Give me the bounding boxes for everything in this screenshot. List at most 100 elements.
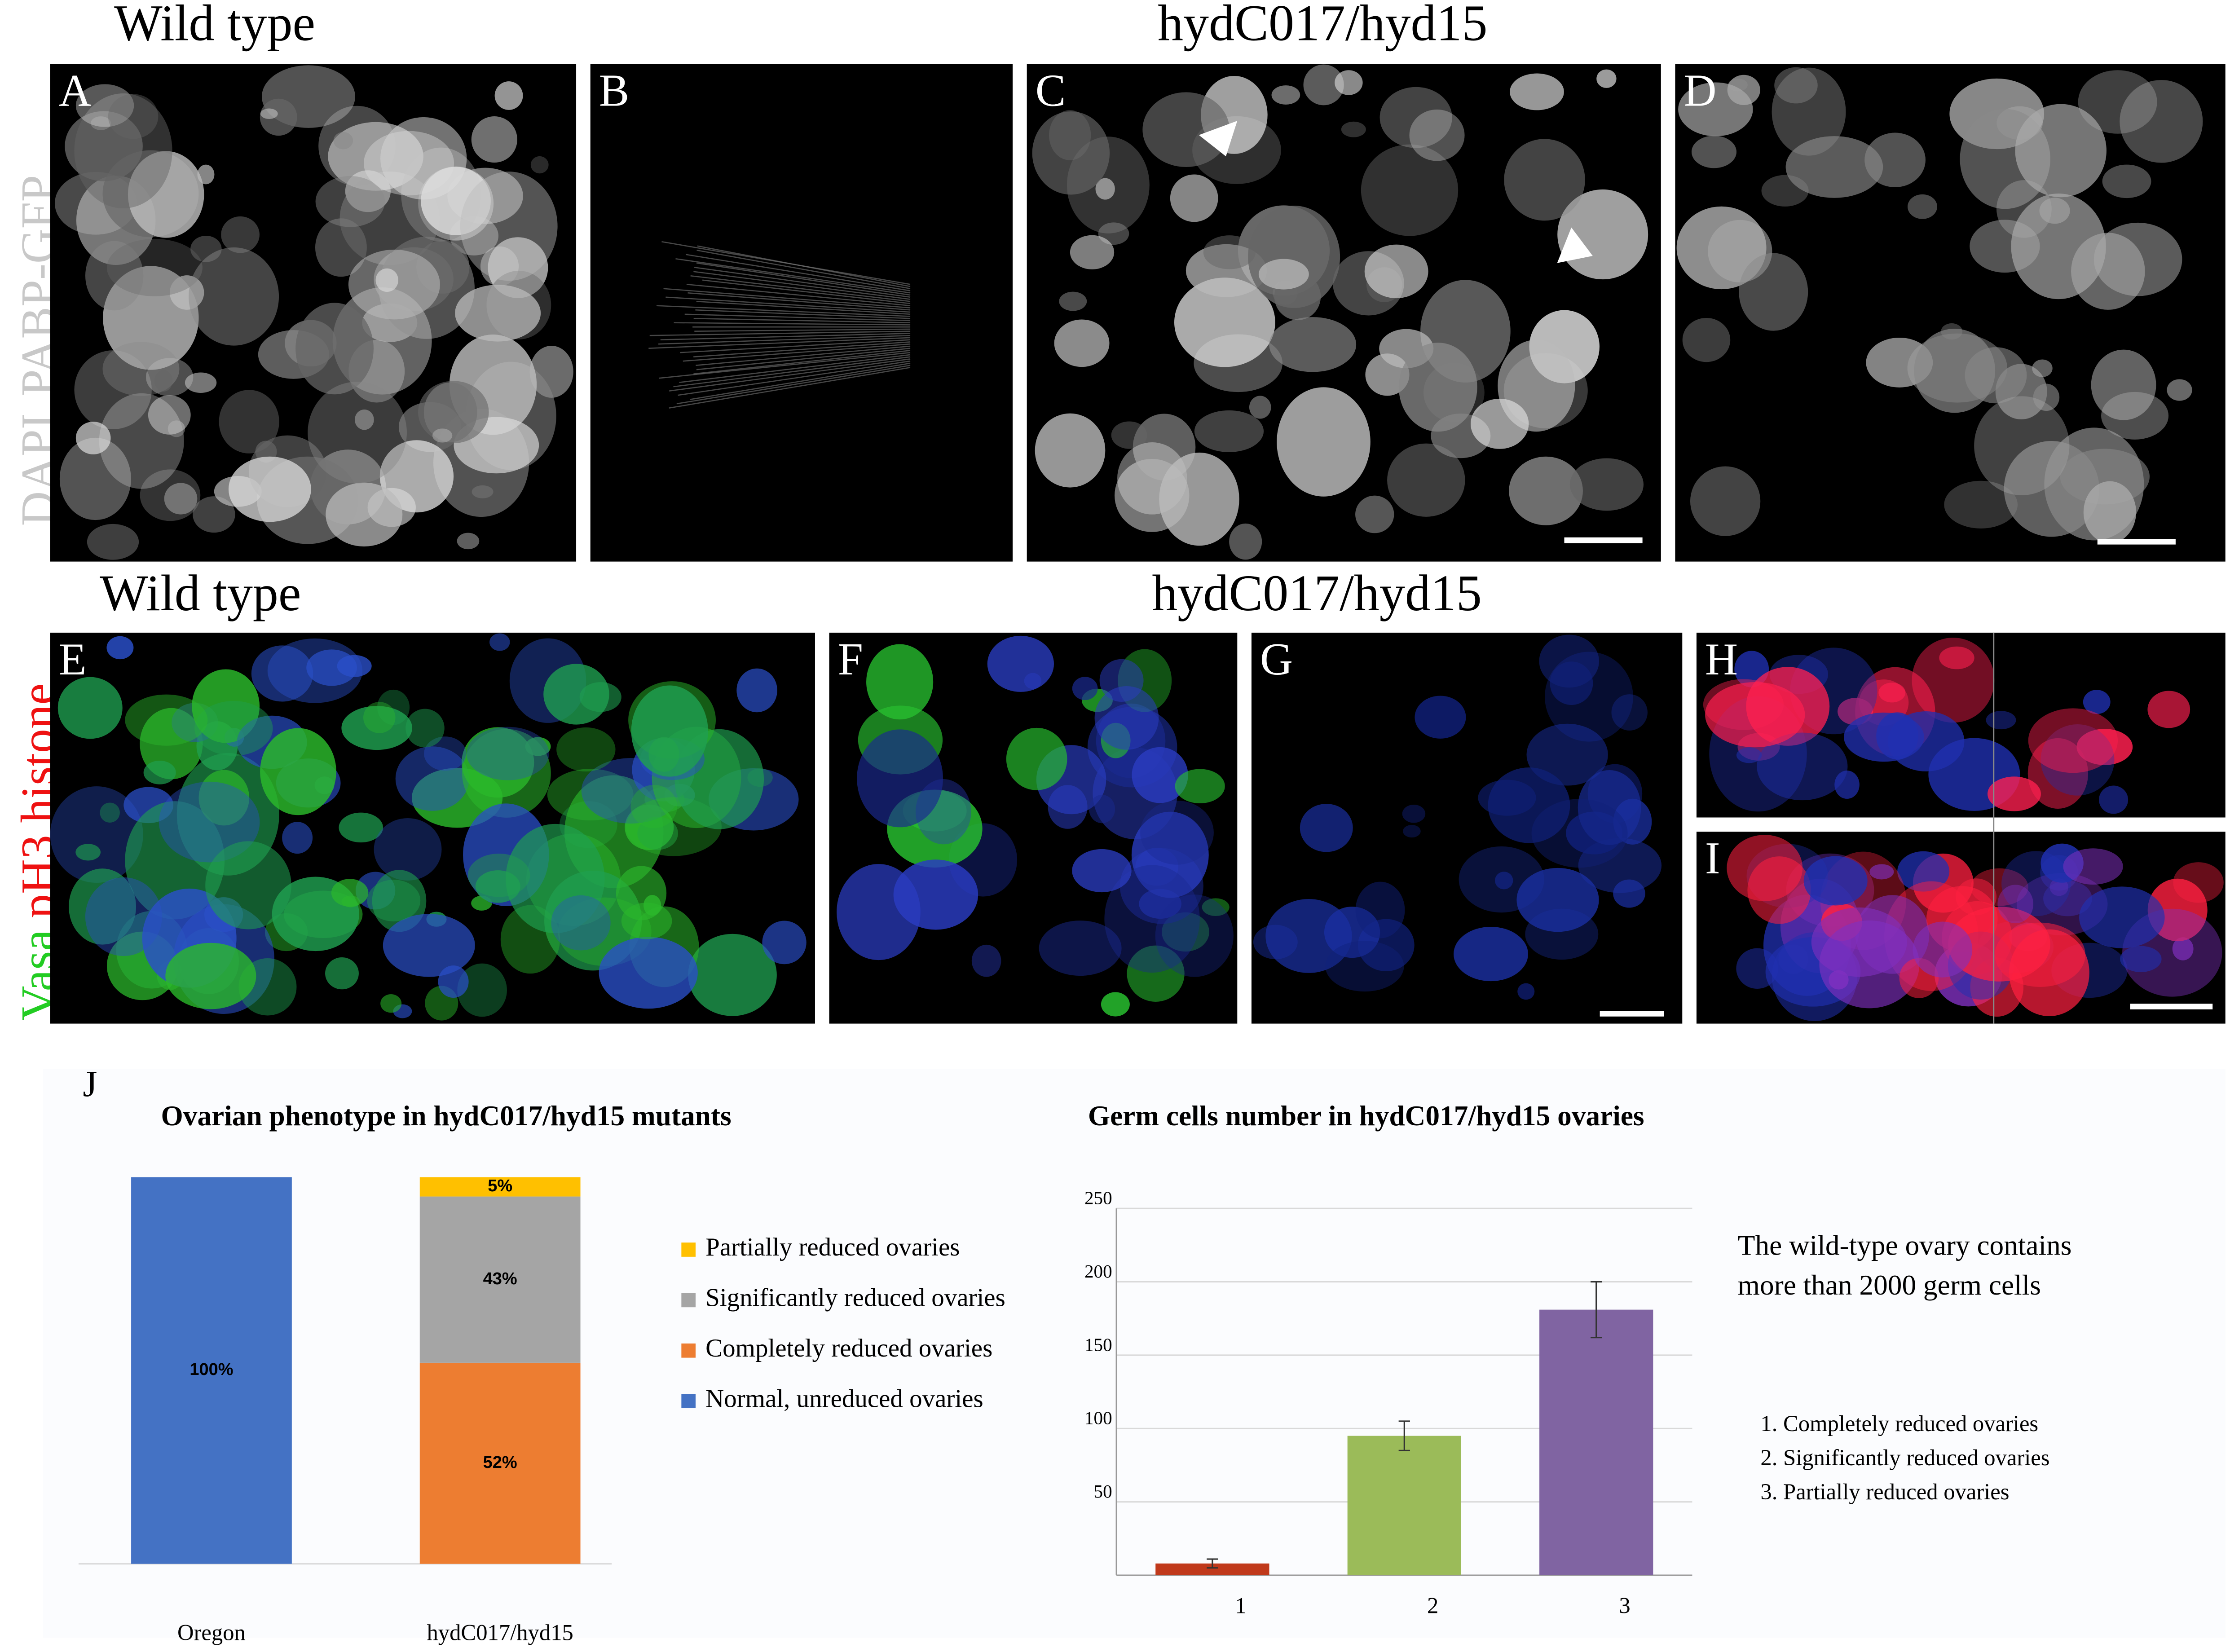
fiber — [669, 367, 911, 409]
cell — [1531, 799, 1628, 868]
micrographs: A B C D E F G H I — [50, 64, 2226, 1024]
cell — [857, 729, 943, 828]
cell — [167, 420, 185, 437]
header: Wild type — [100, 564, 301, 621]
header: hydC017/hyd15 — [1158, 0, 1488, 51]
fiber — [693, 271, 911, 300]
cell — [2011, 194, 2106, 300]
cell — [1914, 329, 1996, 413]
cell — [2009, 929, 2089, 1017]
cell — [1277, 387, 1371, 497]
fiber — [686, 283, 911, 306]
cell — [2079, 886, 2165, 948]
panel-letter: C — [1036, 65, 1066, 115]
cell — [987, 635, 1054, 692]
cell — [1409, 109, 1465, 161]
cell — [1944, 480, 2018, 529]
cell — [189, 247, 279, 346]
cell — [1039, 921, 1122, 976]
cell — [1099, 659, 1144, 702]
cell — [260, 98, 297, 136]
note: more than 2000 germ cells — [1738, 1269, 2041, 1301]
x-tick-label: 2 — [1427, 1593, 1438, 1618]
cell — [1869, 864, 1894, 880]
fiber — [690, 362, 911, 400]
cell — [125, 694, 208, 746]
cell — [1705, 682, 1805, 748]
bar — [1347, 1436, 1461, 1576]
fiber — [674, 322, 911, 326]
cell — [99, 393, 184, 489]
fiber — [696, 300, 911, 315]
cell — [631, 685, 708, 777]
cell — [530, 156, 549, 174]
cell — [1132, 747, 1188, 803]
fiber — [678, 360, 911, 396]
cell — [1454, 926, 1528, 982]
cell — [1736, 948, 1778, 989]
cell — [2083, 690, 2111, 714]
cell — [205, 841, 291, 930]
legend-swatch — [681, 1293, 696, 1308]
fiber — [696, 249, 911, 289]
cell — [1398, 343, 1477, 432]
cell — [2093, 222, 2182, 296]
cell — [2078, 70, 2157, 134]
cell — [194, 701, 273, 756]
cell — [480, 246, 519, 286]
key: 1. Completely reduced ovaries — [1760, 1411, 2038, 1436]
cell — [169, 275, 204, 310]
cell — [50, 786, 143, 883]
cell — [556, 727, 616, 772]
cell — [1094, 686, 1159, 750]
cell — [625, 804, 674, 850]
cell — [762, 921, 807, 965]
cell — [2063, 848, 2123, 885]
cell — [1258, 259, 1309, 290]
cell — [375, 268, 399, 292]
chart-title: Germ cells number in hydC017/hyd15 ovari… — [1088, 1100, 1644, 1132]
legend-swatch — [681, 1343, 696, 1358]
y-tick-label: 150 — [1084, 1334, 1112, 1355]
error-bar — [1398, 1420, 1410, 1451]
cell — [630, 784, 678, 828]
cell — [228, 456, 311, 522]
cell — [377, 689, 410, 725]
cell — [1811, 907, 1907, 977]
cell — [506, 824, 605, 934]
cell — [1101, 992, 1130, 1017]
fiber — [684, 313, 911, 322]
cell — [374, 818, 442, 881]
cell — [341, 706, 413, 750]
panel-letter: A — [59, 65, 92, 115]
cell — [1142, 92, 1230, 167]
cell — [339, 812, 383, 843]
cell — [1032, 111, 1110, 195]
cell — [74, 93, 172, 208]
fiber — [648, 337, 911, 349]
fiber — [695, 309, 911, 319]
cell — [1611, 694, 1648, 731]
legend-label: Significantly reduced ovaries — [705, 1283, 1005, 1312]
cell — [418, 381, 489, 444]
x-tick-label: 3 — [1619, 1593, 1630, 1618]
cell — [1059, 291, 1087, 311]
cell — [688, 934, 777, 1016]
arrowhead — [1199, 121, 1238, 157]
cell — [1174, 278, 1275, 367]
cell — [128, 151, 204, 238]
data-label: 100% — [190, 1360, 233, 1379]
fiber — [693, 341, 911, 357]
cell — [383, 914, 475, 977]
fiber — [679, 354, 911, 383]
cell — [1324, 907, 1380, 958]
error-bar — [1207, 1558, 1218, 1569]
cell — [148, 395, 191, 435]
cell — [1997, 885, 2034, 924]
cell — [1054, 319, 1110, 367]
bar-segment — [131, 1177, 292, 1564]
cell — [1736, 747, 1762, 763]
cell — [1897, 851, 1950, 892]
cell — [457, 533, 480, 550]
cell — [2083, 481, 2137, 543]
